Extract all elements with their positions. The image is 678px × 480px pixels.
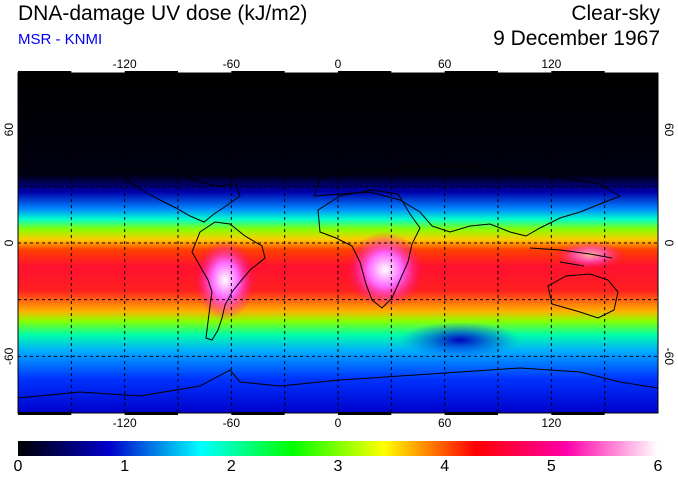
southern-ocean-low <box>400 322 520 358</box>
lon-tick-label: -120 <box>113 57 137 71</box>
map-source: MSR - KNMI <box>18 31 103 48</box>
coast-antarctica <box>17 367 659 399</box>
frame-tick-bottom <box>124 412 178 415</box>
frame-ticks <box>18 71 605 415</box>
indonesia-peak <box>555 241 625 269</box>
graticule <box>18 73 658 413</box>
frame-tick-top <box>444 71 498 74</box>
frame-tick-bottom <box>18 412 72 415</box>
map-title: DNA-damage UV dose (kJ/m2) <box>18 2 308 25</box>
map-date: 9 December 1967 <box>493 27 660 50</box>
colorbar-tick-label: 5 <box>546 458 556 475</box>
colorbar-tick-label: 0 <box>13 458 23 475</box>
lat-tick-label: 0 <box>662 240 676 247</box>
lon-tick-label: -60 <box>223 57 241 71</box>
frame-tick-bottom <box>338 412 392 415</box>
africa-peak <box>347 232 423 308</box>
lon-tick-label: 0 <box>335 57 342 71</box>
lon-tick-label: -60 <box>223 416 241 430</box>
coast-africa <box>317 189 421 309</box>
frame-tick-bottom <box>551 412 605 415</box>
lon-tick-label: 0 <box>335 416 342 430</box>
lon-tick-label: 60 <box>438 57 452 71</box>
lat-labels-left: 60 0 -60 <box>2 123 16 365</box>
lon-tick-label: 60 <box>438 416 452 430</box>
frame-tick-top <box>551 71 605 74</box>
coast-eurasia <box>313 165 622 237</box>
lat-tick-label: 60 <box>2 123 16 137</box>
lat-tick-label: -60 <box>2 347 16 365</box>
lat-labels-right: 60 0 -60 <box>662 123 676 365</box>
lon-tick-label: -120 <box>113 416 137 430</box>
coast-north-america <box>118 167 241 223</box>
frame-tick-top <box>124 71 178 74</box>
frame-tick-bottom <box>444 412 498 415</box>
lat-tick-label: 60 <box>662 123 676 137</box>
lon-tick-label: 120 <box>541 57 561 71</box>
colorbar-tick-label: 1 <box>120 458 130 475</box>
lon-tick-label: 120 <box>541 416 561 430</box>
colorbar-tick-label: 4 <box>440 458 450 475</box>
lon-labels-bottom: -120 -60 0 60 120 <box>113 416 562 430</box>
lat-tick-label: -60 <box>662 348 676 366</box>
colorbar-tick-label: 2 <box>226 458 236 475</box>
coast-australia <box>547 273 619 319</box>
colorbar-tick-label: 3 <box>333 458 343 475</box>
colorbar-tick-label: 6 <box>653 458 663 475</box>
frame-tick-top <box>231 71 285 74</box>
lon-labels-top: -120 -60 0 60 120 <box>113 57 562 71</box>
south-america-peak <box>195 240 255 320</box>
frame-tick-bottom <box>231 412 285 415</box>
coast-indonesia <box>529 247 613 267</box>
lat-tick-label: 0 <box>2 239 16 246</box>
sky-condition: Clear-sky <box>571 2 660 25</box>
coast-south-america <box>191 221 266 341</box>
frame-tick-top <box>18 71 72 74</box>
frame-tick-top <box>338 71 392 74</box>
coastlines <box>17 165 659 399</box>
colorbar <box>18 441 658 456</box>
